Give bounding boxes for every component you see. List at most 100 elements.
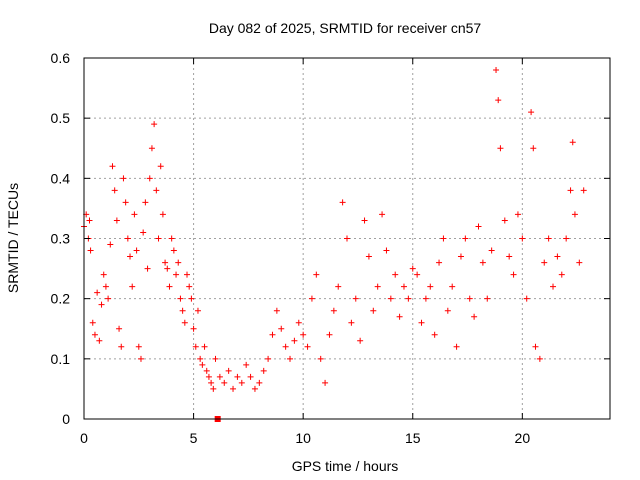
data-point bbox=[105, 295, 112, 302]
data-point bbox=[532, 343, 539, 350]
axis-ticks bbox=[83, 57, 610, 420]
x-tick-label: 10 bbox=[295, 430, 311, 446]
data-point bbox=[348, 319, 355, 326]
data-point bbox=[140, 229, 147, 236]
data-point bbox=[352, 295, 359, 302]
data-point bbox=[427, 283, 434, 290]
data-point bbox=[462, 235, 469, 242]
data-point bbox=[203, 367, 210, 374]
data-point bbox=[129, 283, 136, 290]
data-point bbox=[344, 235, 350, 242]
data-point bbox=[221, 379, 228, 386]
data-point bbox=[475, 223, 482, 230]
data-point bbox=[440, 235, 447, 242]
data-point bbox=[135, 343, 142, 350]
y-tick-label: 0 bbox=[62, 411, 70, 427]
data-point bbox=[488, 247, 495, 254]
data-point bbox=[190, 325, 197, 332]
data-point bbox=[479, 259, 486, 266]
data-point bbox=[164, 265, 171, 272]
data-point bbox=[541, 259, 548, 266]
data-point bbox=[107, 241, 114, 248]
chart-title: Day 082 of 2025, SRMTID for receiver cn5… bbox=[209, 20, 482, 36]
data-point bbox=[554, 253, 561, 260]
data-point bbox=[102, 283, 109, 290]
x-tick-label: 15 bbox=[405, 430, 421, 446]
data-point bbox=[396, 313, 403, 320]
data-point bbox=[251, 385, 258, 392]
data-point bbox=[313, 271, 320, 278]
data-point bbox=[192, 343, 199, 350]
data-point bbox=[449, 283, 456, 290]
data-point bbox=[431, 331, 438, 338]
data-point bbox=[137, 355, 144, 362]
data-point bbox=[247, 373, 254, 380]
data-point bbox=[113, 217, 120, 224]
data-point bbox=[133, 247, 140, 254]
data-point bbox=[519, 235, 526, 242]
data-point bbox=[212, 355, 219, 362]
data-point bbox=[124, 235, 131, 242]
data-point bbox=[116, 325, 123, 332]
y-tick-label: 0.1 bbox=[51, 351, 71, 367]
data-point bbox=[387, 295, 394, 302]
data-point bbox=[379, 211, 386, 218]
data-point bbox=[444, 307, 451, 314]
data-point bbox=[269, 331, 276, 338]
data-point bbox=[571, 211, 578, 218]
data-point bbox=[304, 343, 311, 350]
data-point bbox=[471, 313, 478, 320]
data-point bbox=[278, 325, 285, 332]
data-point bbox=[405, 295, 412, 302]
data-point bbox=[282, 343, 289, 350]
y-axis-label: SRMTID / TECUs bbox=[5, 183, 21, 293]
data-point bbox=[545, 235, 552, 242]
data-point bbox=[436, 259, 443, 266]
data-point bbox=[181, 319, 188, 326]
data-point bbox=[170, 247, 177, 254]
data-point bbox=[184, 271, 191, 278]
data-point bbox=[273, 307, 280, 314]
data-point bbox=[291, 337, 298, 344]
data-point bbox=[495, 97, 502, 104]
data-point bbox=[418, 319, 425, 326]
data-point bbox=[335, 283, 342, 290]
x-tick-label: 20 bbox=[515, 430, 531, 446]
data-point bbox=[94, 289, 101, 296]
data-point bbox=[142, 199, 149, 206]
data-point bbox=[567, 187, 574, 194]
data-point bbox=[87, 247, 94, 254]
data-point bbox=[111, 187, 118, 194]
y-tick-label: 0.3 bbox=[51, 231, 71, 247]
y-tick-label: 0.4 bbox=[51, 170, 71, 186]
data-point bbox=[370, 307, 377, 314]
data-point bbox=[357, 337, 364, 344]
data-point bbox=[166, 283, 173, 290]
y-tick-label: 0.5 bbox=[51, 110, 71, 126]
data-point bbox=[576, 259, 583, 266]
y-tick-label: 0.2 bbox=[51, 291, 71, 307]
data-point bbox=[383, 247, 390, 254]
data-point bbox=[96, 337, 103, 344]
x-axis-label: GPS time / hours bbox=[292, 458, 399, 474]
x-tick-label: 5 bbox=[190, 430, 198, 446]
data-point bbox=[484, 295, 491, 302]
data-point bbox=[300, 331, 307, 338]
data-point bbox=[168, 235, 175, 242]
data-point bbox=[201, 343, 208, 350]
data-point bbox=[208, 379, 215, 386]
data-point bbox=[225, 367, 232, 374]
data-point bbox=[98, 301, 105, 308]
data-point bbox=[177, 295, 184, 302]
data-point bbox=[109, 163, 116, 170]
data-point bbox=[287, 355, 294, 362]
data-point bbox=[197, 355, 204, 362]
data-point bbox=[466, 295, 473, 302]
data-point bbox=[100, 271, 107, 278]
data-point bbox=[317, 355, 324, 362]
data-point bbox=[188, 295, 195, 302]
data-point bbox=[339, 199, 346, 206]
data-point bbox=[550, 283, 557, 290]
data-point bbox=[199, 361, 206, 368]
